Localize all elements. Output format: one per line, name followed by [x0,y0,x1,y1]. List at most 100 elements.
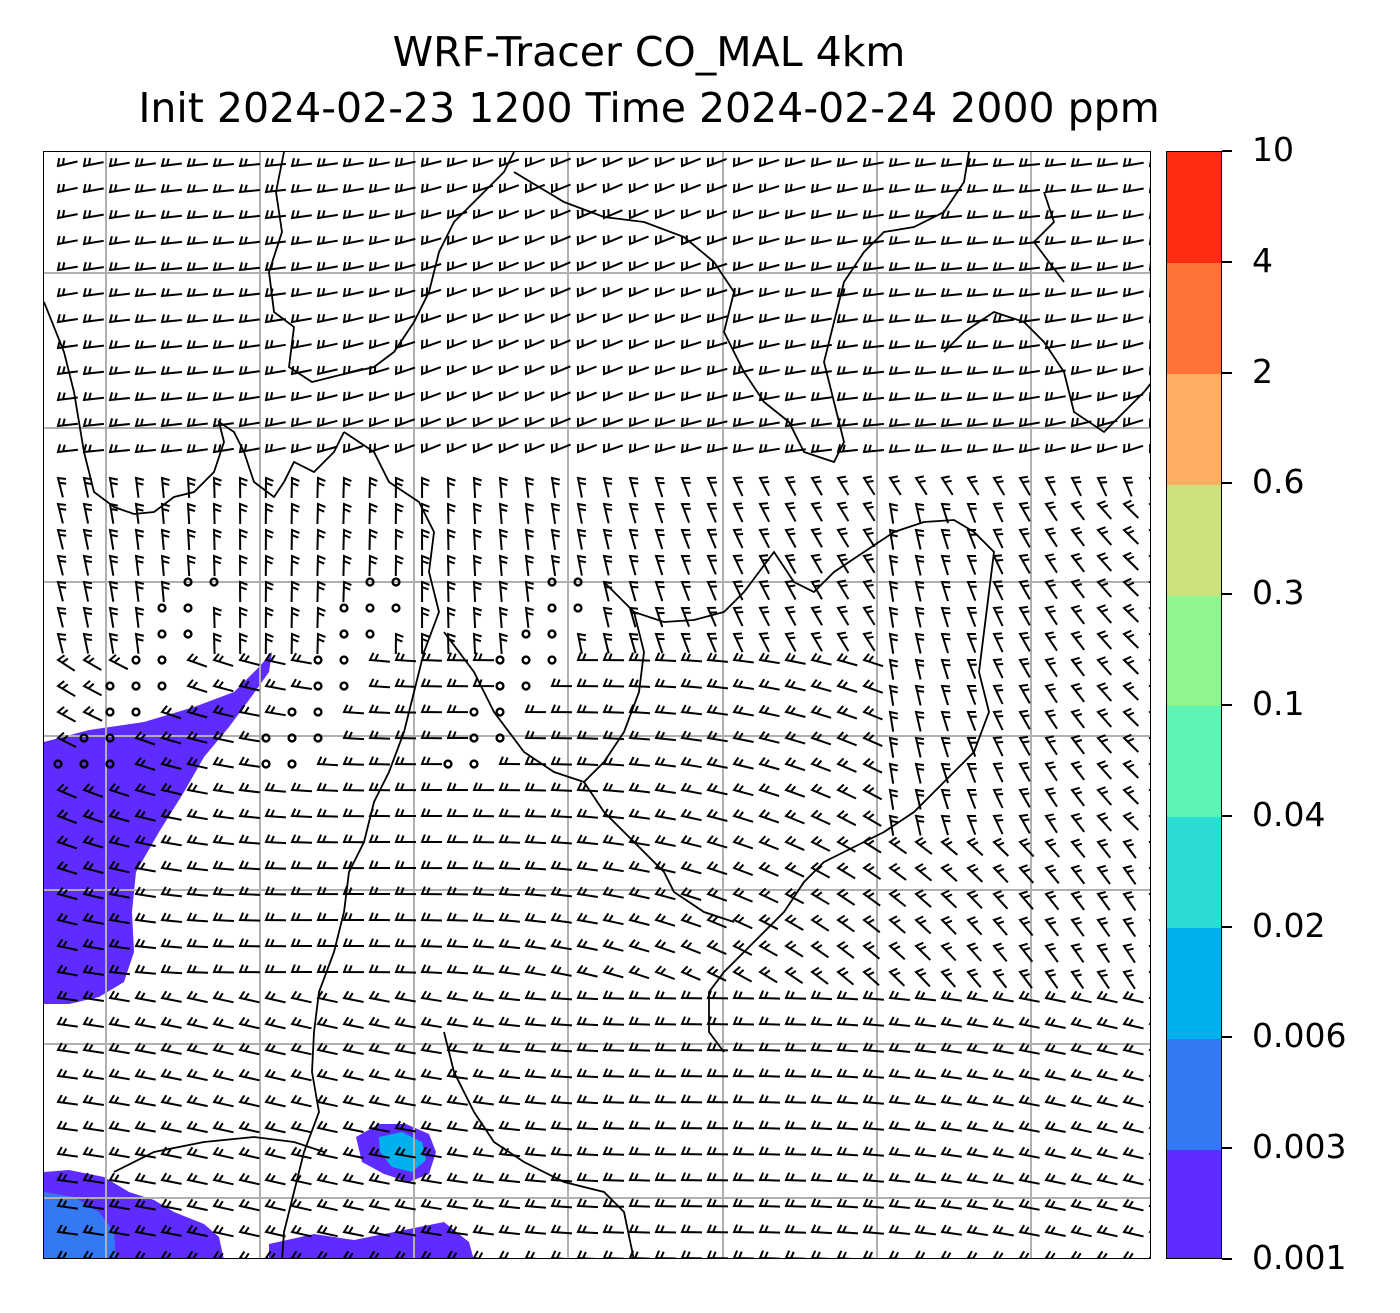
wind-barb [966,711,977,731]
wind-barb [992,365,1014,376]
wind-barb [1070,630,1085,651]
wind-barb [966,737,977,757]
wind-barb [966,863,984,883]
wind-barb [576,287,597,298]
wind-barb [290,443,312,454]
wind-barb [134,314,157,324]
wind-barb [1070,391,1092,402]
wind-barb [368,1172,390,1185]
wind-barb [238,730,260,743]
wind-barb [82,1068,104,1080]
wind-barb [420,1042,442,1055]
wind-barb [446,502,456,525]
wind-barb [602,730,625,741]
wind-barb [550,391,571,402]
wind-barb [316,886,339,896]
wind-barb [576,157,597,168]
wind-barb [914,528,925,550]
wind-barb [1148,417,1150,428]
wind-barb [108,314,131,324]
wind-barb [992,606,1004,627]
wind-barb [368,964,391,974]
wind-barb [732,209,754,220]
wind-barb [810,1146,833,1157]
map-panel[interactable] [43,151,1151,1259]
wind-barb [1044,287,1066,298]
wind-barb [524,502,534,525]
wind-barb [810,391,832,402]
wind-barb [108,554,119,576]
wind-barb [940,1250,952,1258]
colorbar [1166,151,1222,1259]
wind-barb [498,287,519,298]
wind-barb [290,938,312,947]
wind-barb [1096,365,1118,376]
wind-barb [1148,160,1150,168]
wind-barb [992,391,1014,402]
wind-barb [1044,210,1067,220]
wind-barb [186,502,196,525]
wind-barb [784,990,807,1000]
wind-barb [680,209,702,220]
wind-barb [654,1042,677,1052]
wind-barb [888,762,899,784]
wind-barb [420,834,442,843]
wind-barb [264,860,287,870]
wind-barb [1122,838,1137,859]
wind-barb [992,1120,1014,1133]
wind-barb [654,834,676,847]
wind-barb [940,392,963,402]
wind-barb [1096,183,1118,194]
wind-barb [966,391,989,402]
wind-barb [498,209,520,220]
wind-barb [134,554,145,576]
wind-barb [680,287,702,298]
wind-barb [966,262,988,272]
wind-barb [680,1146,703,1156]
wind-barb [212,443,234,454]
wind-barb [446,1068,468,1080]
wind-barb [836,967,855,986]
wind-barb [134,183,156,194]
wind-barb [706,939,727,956]
wind-barb [992,942,1008,963]
wind-barb [914,157,936,168]
wind-barb [82,705,103,722]
wind-barb [1044,443,1066,454]
wind-barb [706,835,728,849]
wind-barb [420,1198,442,1211]
wind-barb [446,808,469,818]
wind-barb [56,964,78,977]
wind-barb [940,554,951,576]
wind-barb [212,1120,234,1134]
wind-barb [732,339,754,350]
calm-wind-marker [469,759,479,769]
wind-barb [1044,605,1058,626]
wind-barb [394,1094,416,1107]
wind-barb [56,365,78,376]
wind-barb [1148,211,1150,220]
wind-barb [680,528,691,550]
wind-barb [1044,1120,1066,1133]
wind-barb [914,1042,937,1054]
wind-barb [992,443,1014,454]
wind-barb [992,968,1008,989]
wind-barb [680,861,702,875]
wind-barb [576,1146,599,1157]
wind-barb [264,834,287,845]
wind-barb [550,938,572,951]
wind-barb [836,940,855,959]
wind-barb [1122,733,1139,753]
wind-barb [160,366,182,376]
wind-barb [888,915,906,934]
wind-barb [212,554,222,577]
wind-barb [602,990,625,1000]
wind-barb [82,886,104,900]
wind-barb [681,183,701,194]
wind-barb [992,837,1009,857]
wind-barb [940,1172,962,1184]
wind-barb [914,1094,937,1106]
wind-barb [1070,943,1085,963]
wind-barb [524,391,545,402]
wind-barb [134,757,156,771]
